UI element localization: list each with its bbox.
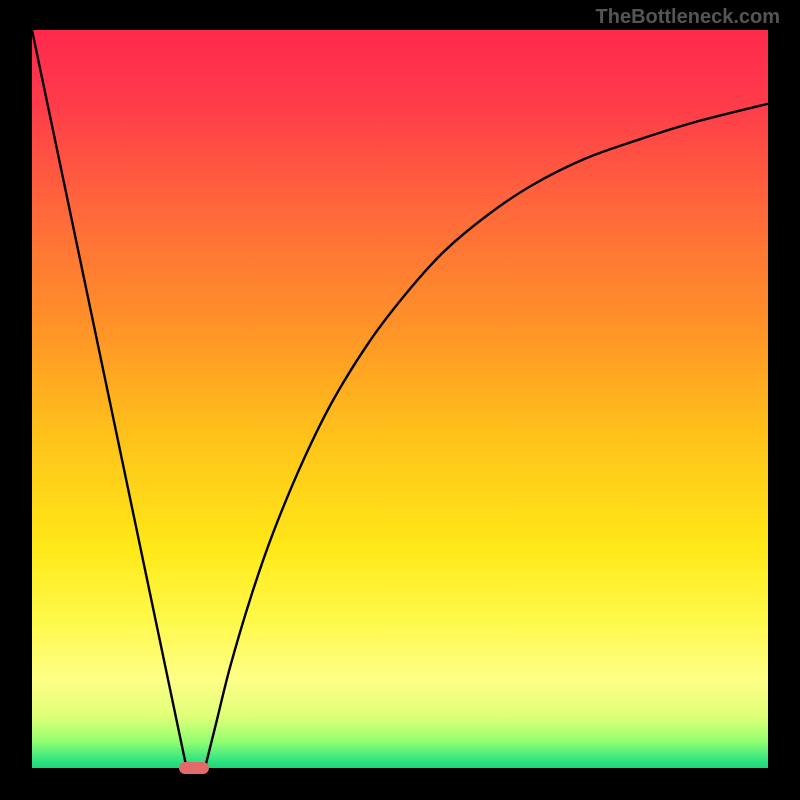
plot-area [32, 30, 768, 768]
bottleneck-marker [179, 762, 209, 774]
curve-left-branch [32, 30, 187, 768]
curve-right-branch [205, 104, 768, 768]
chart-container: TheBottleneck.com [0, 0, 800, 800]
watermark-text: TheBottleneck.com [596, 6, 780, 29]
curve-svg [32, 30, 768, 768]
